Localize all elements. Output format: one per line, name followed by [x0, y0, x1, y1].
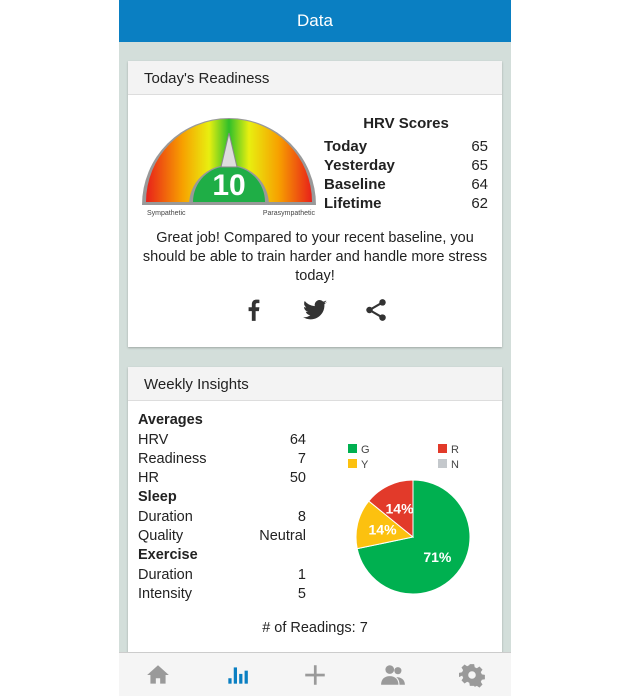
card-title: Weekly Insights	[128, 367, 502, 401]
legend-label-G: G	[361, 444, 370, 456]
facebook-icon[interactable]	[241, 297, 267, 323]
stat-label: HR	[138, 470, 159, 486]
app: Data Today's Readiness 10 Sympathetic Pa…	[119, 0, 511, 696]
readiness-card: Today's Readiness 10 Sympathetic Parasym…	[128, 61, 502, 347]
stat-value: 5	[297, 586, 306, 602]
stat-row: Duration 1	[138, 567, 306, 586]
stat-value: 1	[297, 567, 306, 583]
legend-label-Y: Y	[361, 459, 369, 471]
header: Data	[119, 0, 511, 42]
stat-label: Readiness	[138, 451, 207, 467]
legend-swatch-G	[348, 444, 357, 453]
hrv-value: 62	[471, 195, 488, 212]
stat-row: HRV 64	[138, 432, 306, 451]
legend-swatch-Y	[348, 459, 357, 468]
readings-count: # of Readings: 7	[262, 620, 368, 636]
legend-swatch-R	[438, 444, 447, 453]
stat-label: Duration	[138, 567, 193, 583]
stat-label: HRV	[138, 432, 169, 448]
stat-value: Neutral	[259, 528, 306, 544]
twitter-icon[interactable]	[301, 297, 329, 323]
hrv-title: HRV Scores	[363, 115, 449, 132]
hrv-value: 65	[471, 138, 488, 155]
stat-row: Intensity 5	[138, 586, 306, 605]
section-label: Averages	[138, 412, 203, 428]
hrv-row: Baseline 64	[324, 176, 488, 195]
stat-row: Readiness 7	[138, 451, 306, 470]
hrv-label: Baseline	[324, 176, 386, 193]
stat-value: 50	[289, 470, 306, 486]
users-icon[interactable]	[380, 662, 406, 688]
readiness-gauge: 10 Sympathetic Parasympathetic	[142, 118, 316, 217]
pie-label-R: 14%	[386, 501, 415, 517]
hrv-row: Today 65	[324, 138, 488, 157]
hrv-label: Yesterday	[324, 157, 395, 174]
weekly-insights-card: Weekly Insights Averages HRV 64 Readiness…	[128, 367, 502, 657]
plus-icon[interactable]	[302, 662, 328, 688]
stat-row: HR 50	[138, 470, 306, 489]
averages-list: Averages HRV 64 Readiness 7 HR 50 Sleep Dur…	[138, 412, 306, 605]
page-title: Data	[297, 11, 333, 30]
pie-slice-R	[368, 479, 414, 539]
hrv-row: Yesterday 65	[324, 157, 488, 176]
stat-value: 8	[297, 509, 306, 525]
gauge-right-label: Parasympathetic	[263, 210, 316, 217]
stat-label: Quality	[138, 528, 184, 544]
bottom-nav	[119, 652, 511, 696]
legend-label-N: N	[451, 459, 459, 471]
readiness-score: 10	[212, 169, 245, 202]
gear-icon[interactable]	[458, 662, 485, 688]
section-label: Exercise	[138, 547, 198, 563]
pie-label-Y: 14%	[369, 522, 398, 538]
hrv-label: Lifetime	[324, 195, 382, 212]
hrv-value: 64	[471, 176, 488, 193]
home-icon[interactable]	[145, 662, 171, 688]
gauge-left-label: Sympathetic	[147, 210, 186, 217]
stat-value: 64	[289, 432, 306, 448]
hrv-scores: HRV Scores Today 65 Yesterday 65 Baseline 6…	[324, 115, 488, 214]
hrv-row: Lifetime 62	[324, 195, 488, 214]
pie-label-G: 71%	[423, 549, 452, 565]
stat-row: Quality Neutral	[138, 528, 306, 547]
readings-pie-chart: G R Y N 71% 14% 14%	[348, 444, 471, 595]
card-title: Today's Readiness	[128, 61, 502, 95]
pie-slice-Y	[355, 500, 415, 550]
stat-value: 7	[297, 451, 306, 467]
share-icon[interactable]	[363, 297, 389, 323]
share-bar	[128, 297, 502, 323]
stat-row: Duration 8	[138, 509, 306, 528]
hrv-label: Today	[324, 138, 368, 155]
legend-label-R: R	[451, 444, 459, 456]
readiness-message: Great job! Compared to your recent basel…	[142, 230, 488, 284]
chart-icon[interactable]	[224, 662, 250, 688]
legend-swatch-N	[438, 459, 447, 468]
section-label: Sleep	[138, 489, 177, 505]
stat-label: Duration	[138, 509, 193, 525]
stat-label: Intensity	[138, 586, 192, 602]
hrv-value: 65	[471, 157, 488, 174]
